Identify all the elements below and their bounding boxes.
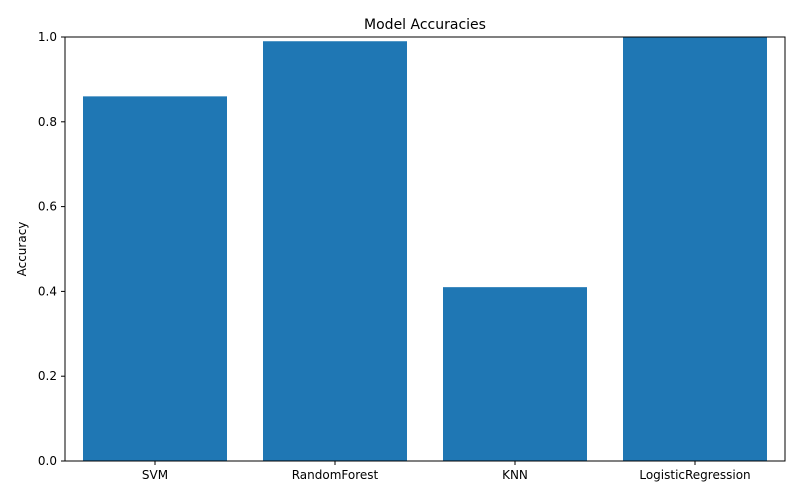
y-tick-label: 0.8 [38, 115, 57, 129]
y-tick-label: 0.6 [38, 200, 57, 214]
bar-svm [83, 96, 227, 462]
bar-logisticregression [623, 37, 767, 461]
bar-randomforest [263, 41, 407, 462]
y-tick-label: 0.0 [38, 454, 57, 468]
y-tick-label: 0.2 [38, 369, 57, 383]
chart-title: Model Accuracies [364, 17, 486, 33]
x-tick-label: SVM [142, 468, 168, 482]
bars-group [83, 37, 767, 462]
x-tick-label: RandomForest [292, 468, 379, 482]
y-tick-label: 0.4 [38, 284, 57, 298]
x-tick-label: KNN [502, 468, 528, 482]
y-axis-title: Accuracy [15, 222, 29, 277]
y-ticks-group: 0.0 0.2 0.4 0.6 0.8 1.0 [38, 30, 65, 468]
plot-frame [64, 36, 786, 462]
bar-knn [443, 287, 587, 461]
x-tick-label: LogisticRegression [639, 468, 750, 482]
y-tick-label: 1.0 [38, 30, 57, 44]
x-ticks-group: SVM RandomForest KNN LogisticRegression [142, 461, 751, 482]
